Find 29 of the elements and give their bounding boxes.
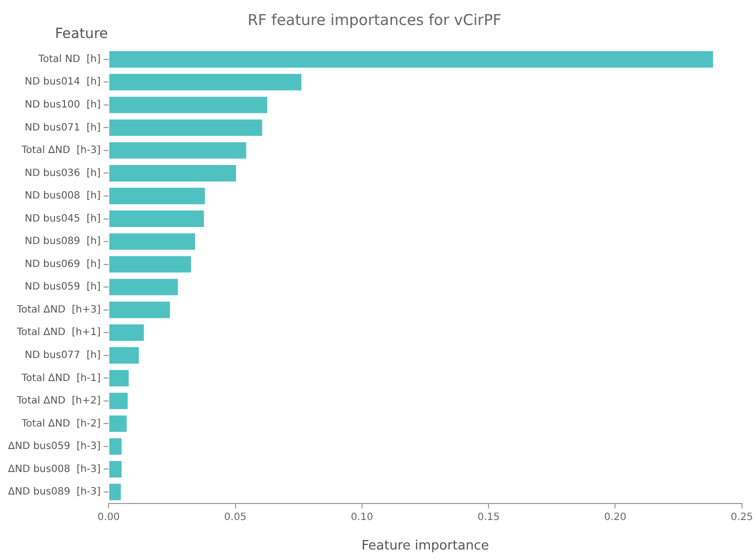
- y-tick-label: ND bus100 [h]: [24, 100, 101, 111]
- x-tick-label: 0.10: [350, 512, 374, 523]
- y-tick-label: ND bus089 [h]: [24, 236, 101, 248]
- y-tick-label: ΔND bus089 [h-3]: [8, 486, 101, 498]
- y-tick-label: Total ΔND [h+1]: [16, 327, 101, 338]
- y-tick-label: ND bus071 [h]: [24, 122, 101, 134]
- x-tick-label: 0.15: [477, 512, 500, 523]
- y-tick-label: ND bus036 [h]: [24, 168, 101, 179]
- x-tick-label: 0.20: [604, 512, 626, 523]
- y-tick-label: ΔND bus059 [h-3]: [8, 441, 101, 452]
- x-tick-label: 0.25: [730, 512, 753, 523]
- y-tick-label: ND bus059 [h]: [24, 282, 101, 293]
- y-tick-label: ND bus008 [h]: [24, 190, 101, 202]
- y-axis-title: Feature: [55, 26, 108, 42]
- y-tick-label: Total ΔND [h+3]: [16, 304, 101, 316]
- y-tick-label: ND bus069 [h]: [24, 258, 101, 270]
- y-tick-label: Total ΔND [h-3]: [20, 145, 101, 156]
- y-tick-label: ND bus077 [h]: [24, 350, 101, 361]
- chart-title: RF feature importances for vCirPF: [248, 10, 502, 29]
- y-tick-label: Total ΔND [h+2]: [16, 396, 101, 407]
- x-tick-label: 0.05: [224, 512, 246, 523]
- y-tick-label: ND bus014 [h]: [24, 76, 101, 88]
- y-tick-label: Total ΔND [h-1]: [20, 372, 101, 384]
- y-tick-label: Total ND [h]: [37, 54, 101, 65]
- y-tick-label: Total ΔND [h-2]: [20, 418, 101, 430]
- x-axis-title: Feature importance: [361, 538, 490, 554]
- y-tick-label: ΔND bus008 [h-3]: [8, 464, 101, 475]
- x-tick-label: 0.00: [98, 512, 120, 523]
- y-tick-label: ND bus045 [h]: [24, 213, 101, 224]
